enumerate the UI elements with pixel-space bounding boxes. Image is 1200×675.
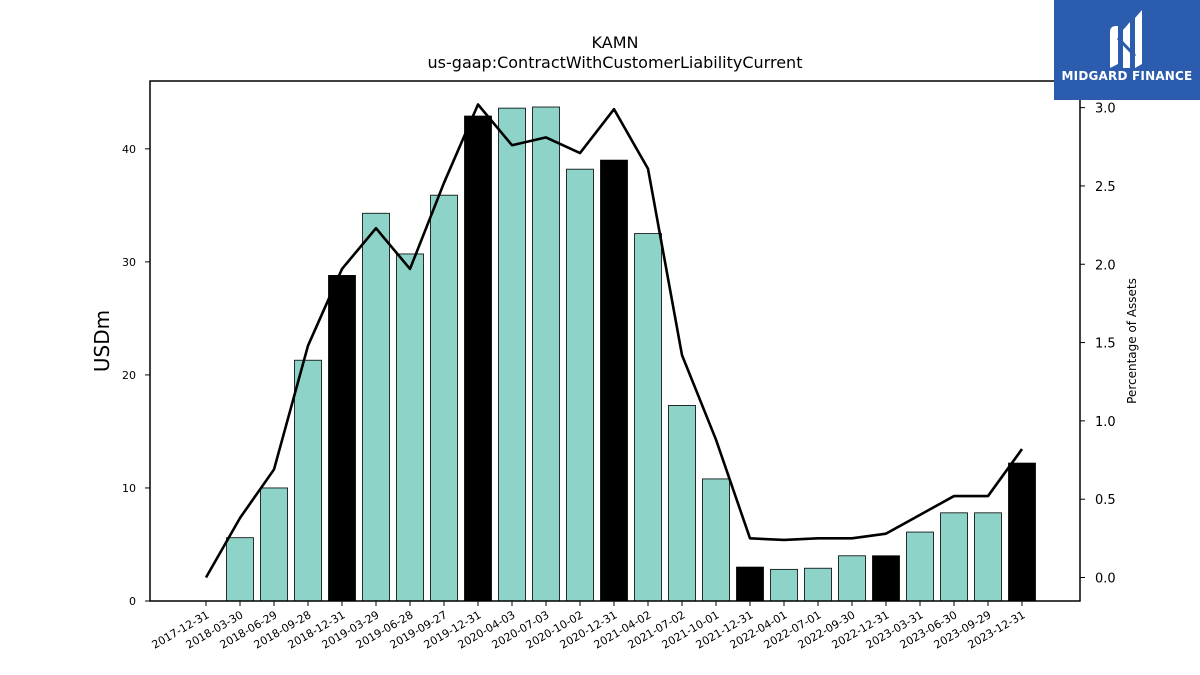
y-axis-label: USDm — [90, 310, 114, 372]
y2-tick-label: 0.5 — [1095, 493, 1116, 508]
bar-2020-10-02 — [566, 168, 594, 602]
bar-2022-04-01 — [770, 568, 798, 602]
chart-title: KAMN — [592, 33, 639, 52]
midgard-logo-icon — [1110, 10, 1142, 68]
bar-2023-03-31 — [906, 531, 934, 602]
bar-2023-06-30 — [940, 512, 968, 602]
x-axis: 2017-12-312018-03-302018-06-292018-09-28… — [150, 601, 1028, 652]
brand-logo-text: MIDGARD FINANCE — [1061, 69, 1193, 83]
y-tick-label: 20 — [122, 369, 136, 382]
y-axis-left: 0 10 20 30 40 — [122, 143, 150, 608]
bar-2018-03-30 — [226, 537, 254, 602]
bar-2019-06-28 — [396, 253, 424, 602]
bar-2021-10-01 — [702, 478, 730, 602]
bar-2018-12-31 — [328, 275, 356, 602]
y-tick-label: 0 — [129, 595, 136, 608]
y-tick-label: 10 — [122, 482, 136, 495]
bar-2018-06-29 — [260, 487, 288, 602]
y-tick-label: 40 — [122, 143, 136, 156]
bars-layer — [226, 106, 1036, 602]
bar-2019-09-27 — [430, 194, 458, 602]
plot-frame — [149, 80, 1081, 602]
y-axis-right: 0.0 0.5 1.0 1.5 2.0 2.5 3.0 — [1080, 102, 1116, 587]
brand-logo: MIDGARD FINANCE — [1054, 0, 1200, 100]
y2-tick-label: 1.0 — [1095, 415, 1116, 430]
bar-2021-07-02 — [668, 405, 696, 602]
bar-2022-12-31 — [872, 555, 900, 602]
bar-2020-07-03 — [532, 106, 560, 602]
y2-tick-label: 2.0 — [1095, 258, 1116, 273]
bar-2023-12-31 — [1008, 462, 1036, 602]
bar-2023-09-29 — [974, 512, 1002, 602]
y2-tick-label: 3.0 — [1095, 102, 1116, 117]
bar-2019-12-31 — [464, 115, 492, 602]
y-tick-label: 30 — [122, 256, 136, 269]
y2-axis-label: Percentage of Assets — [1125, 278, 1139, 404]
y2-tick-label: 1.5 — [1095, 337, 1116, 352]
bar-2022-09-30 — [838, 555, 866, 602]
bar-2019-03-29 — [362, 212, 390, 602]
line-layer — [204, 103, 1024, 579]
bar-2018-09-28 — [294, 359, 322, 602]
bar-2022-07-01 — [804, 567, 832, 602]
y2-tick-label: 0.0 — [1095, 572, 1116, 587]
y2-tick-label: 2.5 — [1095, 180, 1116, 195]
bar-2020-12-31 — [600, 159, 628, 602]
bar-2020-04-03 — [498, 107, 526, 602]
bar-2021-12-31 — [736, 566, 764, 602]
chart-subtitle: us-gaap:ContractWithCustomerLiabilityCur… — [428, 53, 803, 72]
bar-2021-04-02 — [634, 233, 662, 602]
